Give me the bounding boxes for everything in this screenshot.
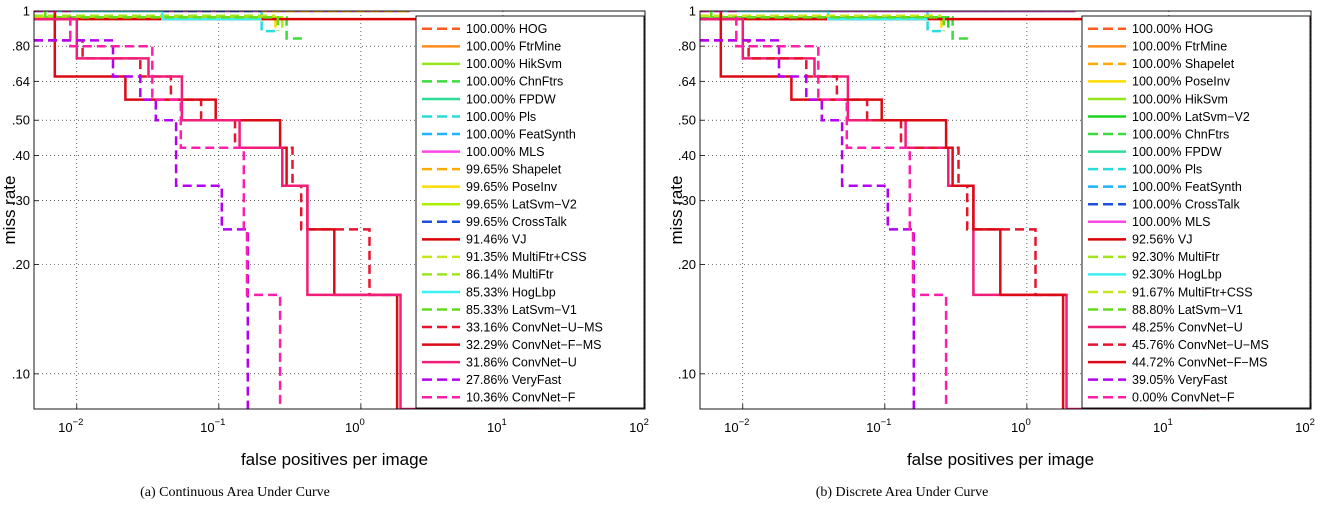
series-line-22 [34, 11, 282, 409]
legend-label: 92.56% VJ [1132, 233, 1192, 247]
y-tick-label: .64 [12, 74, 30, 89]
legend-label: 88.80% LatSvm−V1 [1132, 303, 1243, 317]
y-tick-label: .20 [12, 257, 30, 272]
y-tick-label: .50 [678, 113, 696, 128]
legend-label: 85.33% LatSvm−V1 [466, 303, 577, 317]
legend-label: 27.86% VeryFast [466, 373, 562, 387]
legend-label: 100.00% HOG [1132, 22, 1213, 36]
x-axis-title: false positives per image [907, 450, 1094, 469]
legend-label: 91.67% MultiFtr+CSS [1132, 285, 1253, 299]
legend-label: 100.00% MLS [466, 145, 545, 159]
legend-label: 44.72% ConvNet−F−MS [1132, 355, 1268, 369]
y-tick-label: .80 [12, 39, 30, 54]
legend-label: 100.00% MLS [1132, 215, 1211, 229]
legend-label: 100.00% FPDW [466, 92, 556, 106]
x-axis-title: false positives per image [241, 450, 428, 469]
legend-label: 91.46% VJ [466, 233, 526, 247]
legend: 100.00% HOG 100.00% FtrMine 100.00% Shapel… [1081, 15, 1311, 409]
y-axis-title: miss rate [0, 176, 19, 245]
x-tick-label: 100 [1011, 417, 1031, 435]
y-tick-label: .30 [678, 193, 696, 208]
series-line-22 [700, 11, 948, 409]
chart-panel-2: 10−2 10−1 100 101 102 1 .80 .64 .50 .40 .30 .20 .10 f… [667, 4, 1315, 501]
figure-caption: (b) Discrete Area Under Curve [816, 485, 989, 500]
x-tick-label: 10−1 [866, 417, 891, 435]
x-tick-label: 10−2 [724, 417, 749, 435]
y-tick-label: .10 [12, 366, 30, 381]
series-line-21 [34, 39, 250, 409]
legend-label: 100.00% HikSvm [1132, 92, 1228, 106]
legend-label: 100.00% ChnFtrs [1132, 127, 1229, 141]
legend-label: 33.16% ConvNet−U−MS [466, 320, 603, 334]
legend-label: 100.00% HOG [466, 22, 547, 36]
series-line-16 [34, 11, 262, 21]
legend-label: 100.00% FtrMine [466, 40, 561, 54]
x-tick-label: 102 [629, 417, 649, 435]
series-group [34, 11, 645, 409]
y-tick-label: 1 [23, 4, 30, 19]
y-axis-title: miss rate [667, 176, 686, 245]
legend-label: 99.65% PoseInv [466, 180, 558, 194]
legend-label: 100.00% Shapelet [1132, 57, 1235, 71]
y-tick-label: .40 [678, 148, 696, 163]
legend-label: 99.65% Shapelet [466, 162, 562, 176]
legend-label: 100.00% FPDW [1132, 145, 1222, 159]
y-tick-label: .30 [12, 193, 30, 208]
figure-caption: (a) Continuous Area Under Curve [140, 485, 330, 500]
legend-label: 99.65% LatSvm−V2 [466, 198, 577, 212]
y-tick-label: .40 [12, 148, 30, 163]
legend-label: 100.00% LatSvm−V2 [1132, 110, 1250, 124]
legend-label: 10.36% ConvNet−F [466, 391, 576, 405]
legend-label: 92.30% MultiFtr [1132, 250, 1220, 264]
x-tick-label: 10−2 [58, 417, 83, 435]
x-tick-label: 102 [1295, 417, 1315, 435]
series-line-17 [43, 11, 280, 32]
legend-label: 100.00% Pls [1132, 162, 1202, 176]
legend-label: 100.00% Pls [466, 110, 536, 124]
legend: 100.00% HOG 100.00% FtrMine 100.00% HikSvm… [415, 15, 645, 409]
legend-label: 100.00% FeatSynth [1132, 180, 1242, 194]
legend-label: 100.00% ChnFtrs [466, 75, 563, 89]
legend-label: 100.00% PoseInv [1132, 75, 1231, 89]
axes-frame [33, 10, 646, 410]
legend-label: 86.14% MultiFtr [466, 268, 554, 282]
legend-label: 32.29% ConvNet−F−MS [466, 338, 602, 352]
legend-label: 99.65% CrossTalk [466, 215, 567, 229]
y-tick-label: .20 [678, 257, 696, 272]
legend-label: 91.35% MultiFtr+CSS [466, 250, 587, 264]
series-line-7 [700, 16, 971, 40]
series-line-9 [700, 11, 944, 33]
y-tick-label: .10 [678, 366, 696, 381]
series-line-20 [34, 17, 540, 409]
legend-label: 100.00% HikSvm [466, 57, 562, 71]
chart-panel-1: 10−2 10−1 100 101 102 1 .80 .64 .50 .40 .30 .20 .10 f… [0, 4, 649, 501]
y-tick-label: .50 [12, 113, 30, 128]
legend-label: 100.00% CrossTalk [1132, 198, 1240, 212]
legend-label: 100.00% FeatSynth [466, 127, 576, 141]
legend-label: 48.25% ConvNet−U [1132, 320, 1243, 334]
legend-label: 100.00% FtrMine [1132, 40, 1227, 54]
series-line-21 [700, 39, 916, 409]
y-tick-label: .80 [678, 39, 696, 54]
legend-label: 0.00% ConvNet−F [1132, 391, 1235, 405]
legend-label: 39.05% VeryFast [1132, 373, 1228, 387]
legend-label: 92.30% HogLbp [1132, 268, 1222, 282]
x-tick-label: 100 [345, 417, 365, 435]
legend-label: 31.86% ConvNet−U [466, 355, 577, 369]
x-tick-label: 10−1 [200, 417, 225, 435]
series-line-17 [709, 11, 946, 32]
legend-label: 85.33% HogLbp [466, 285, 556, 299]
axes-frame [699, 10, 1312, 410]
legend-label: 45.76% ConvNet−U−MS [1132, 338, 1269, 352]
series-line-20 [719, 11, 1065, 409]
y-tick-label: .64 [678, 74, 696, 89]
series-line-6 [34, 11, 278, 33]
y-tick-label: 1 [689, 4, 696, 19]
x-tick-label: 101 [487, 417, 507, 435]
x-tick-label: 101 [1153, 417, 1173, 435]
